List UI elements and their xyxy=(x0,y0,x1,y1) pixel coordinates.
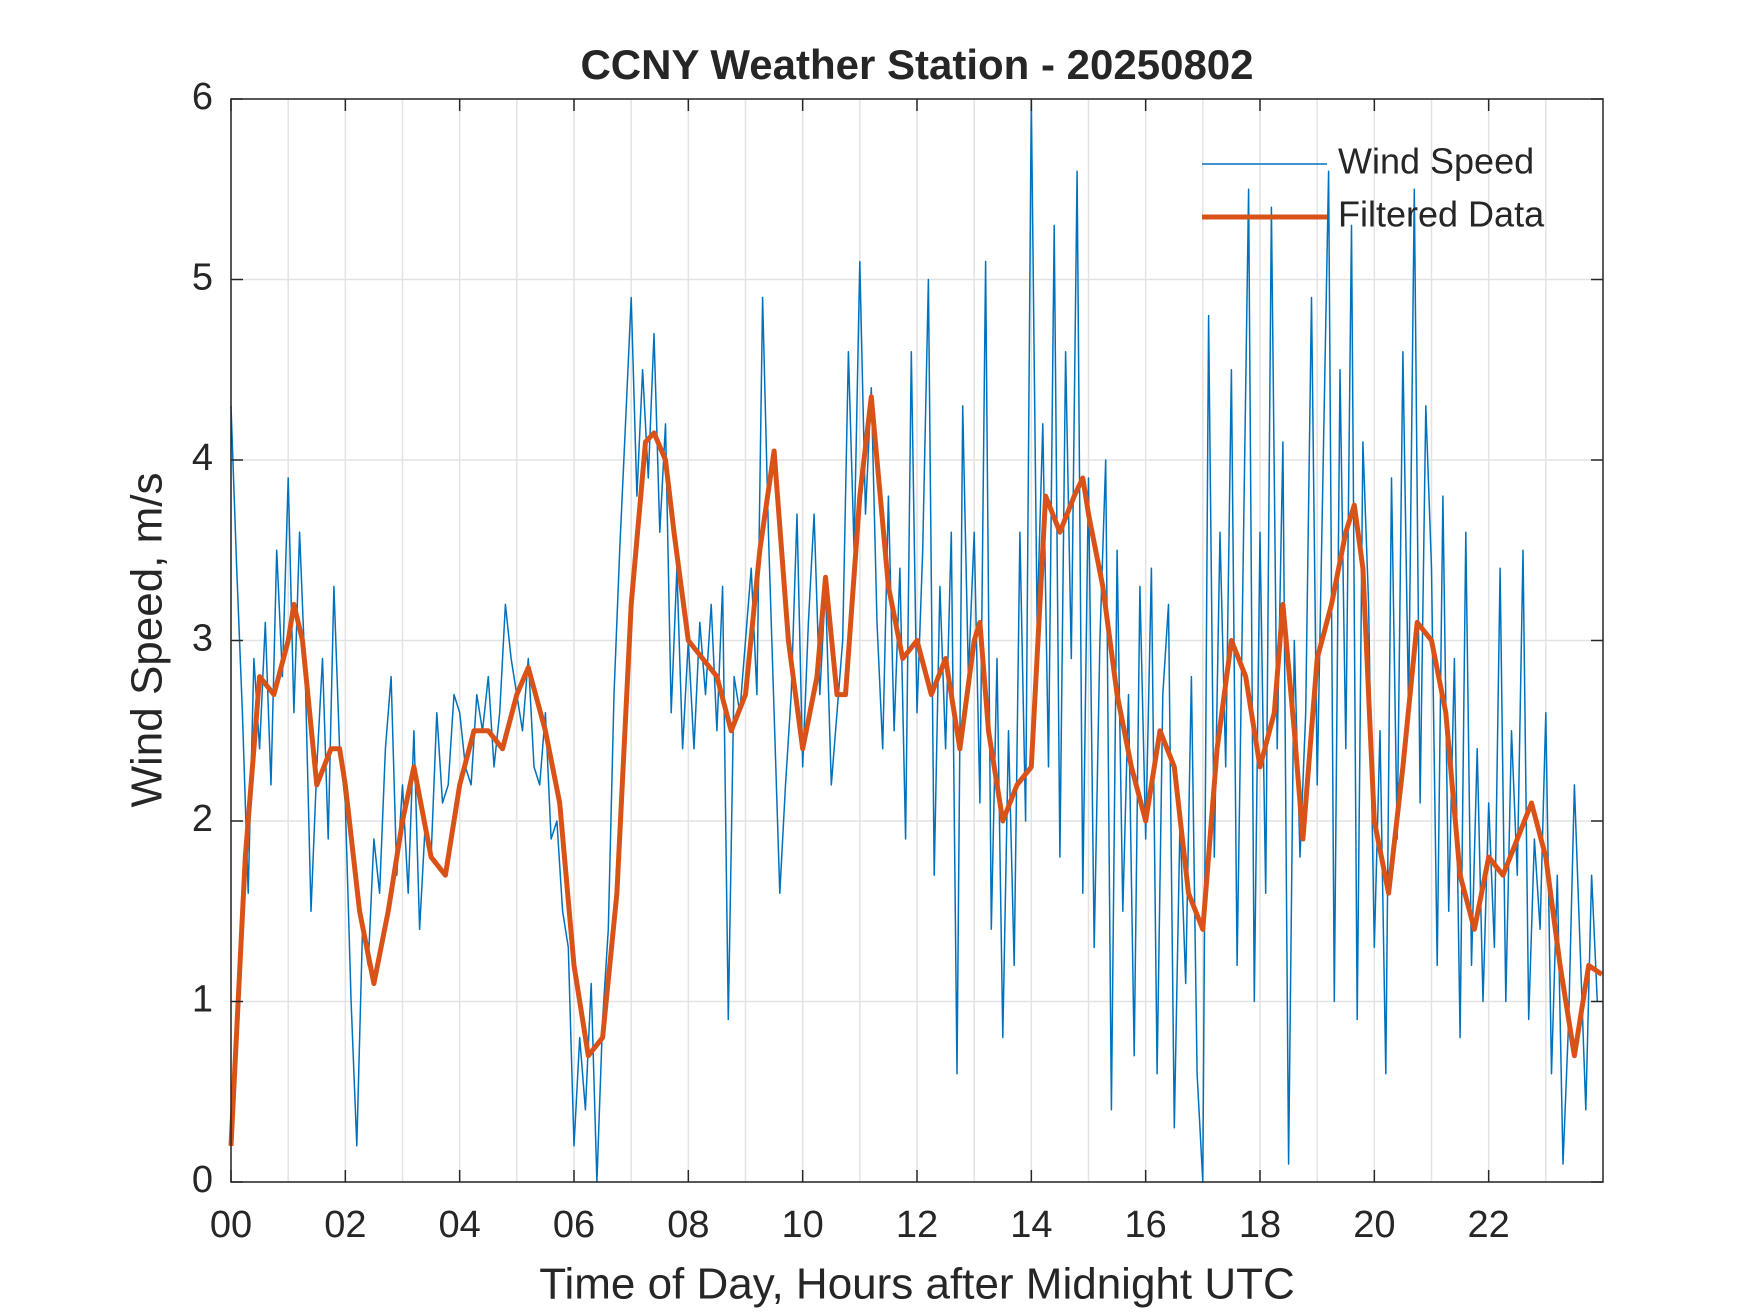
x-tick-label: 12 xyxy=(896,1204,938,1246)
x-tick-label: 16 xyxy=(1125,1204,1167,1246)
y-tick-label: 5 xyxy=(192,257,213,299)
y-tick-label: 6 xyxy=(192,76,213,118)
x-tick-label: 00 xyxy=(210,1204,252,1246)
data-line xyxy=(228,394,1604,1147)
x-tick-label: 06 xyxy=(553,1204,595,1246)
y-tick-label: 3 xyxy=(192,618,213,660)
x-axis-label: Time of Day, Hours after Midnight UTC xyxy=(539,1260,1295,1309)
x-tick-label: 20 xyxy=(1353,1204,1395,1246)
y-tick-label: 1 xyxy=(192,979,213,1021)
y-axis-label: Wind Speed, m/s xyxy=(123,472,172,807)
x-tick-label: 18 xyxy=(1239,1204,1281,1246)
legend-label: Filtered Data xyxy=(1338,194,1545,235)
legend-label: Wind Speed xyxy=(1338,141,1534,182)
y-tick-label: 4 xyxy=(192,437,213,479)
y-tick-label: 2 xyxy=(192,798,213,840)
x-tick-label: 02 xyxy=(324,1204,366,1246)
y-tick-label: 0 xyxy=(192,1159,213,1201)
chart-title: CCNY Weather Station - 20250802 xyxy=(580,41,1253,88)
x-tick-label: 04 xyxy=(439,1204,481,1246)
x-tick-label: 08 xyxy=(667,1204,709,1246)
x-tick-label: 22 xyxy=(1468,1204,1510,1246)
x-tick-label: 10 xyxy=(782,1204,824,1246)
x-tick-label: 14 xyxy=(1010,1204,1052,1246)
